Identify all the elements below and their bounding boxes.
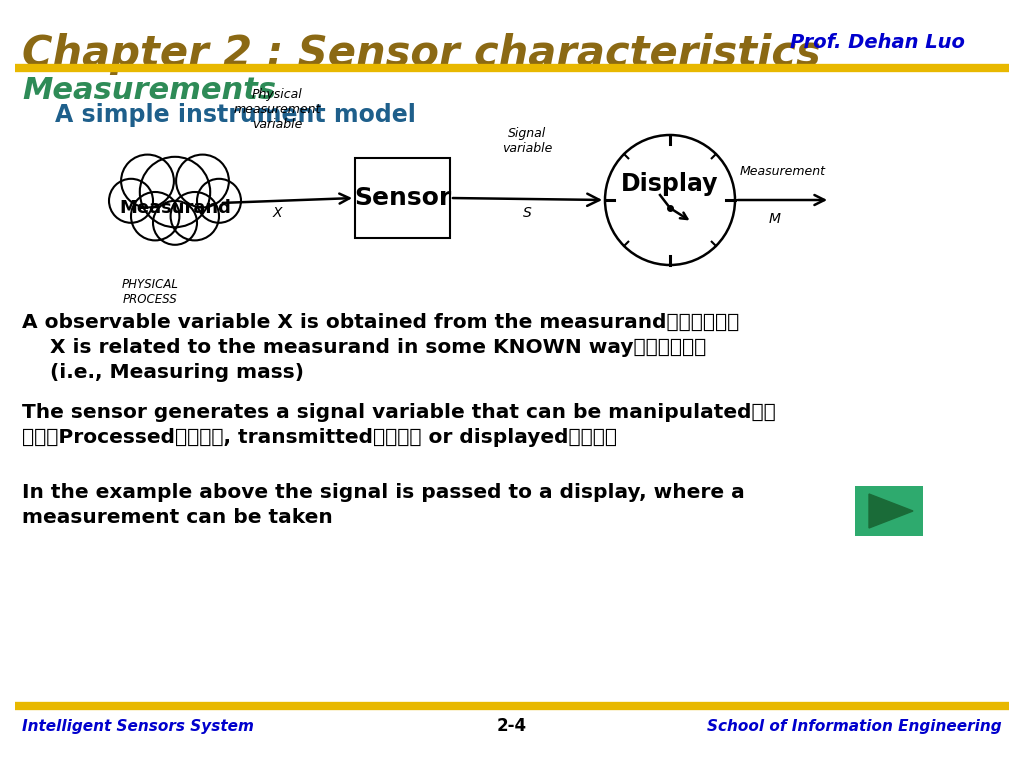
Text: Intelligent Sensors System: Intelligent Sensors System — [22, 719, 254, 733]
Text: Sensor: Sensor — [354, 186, 452, 210]
Text: Prof. Dehan Luo: Prof. Dehan Luo — [790, 33, 965, 52]
Text: A simple instrument model: A simple instrument model — [55, 103, 416, 127]
Circle shape — [171, 192, 219, 240]
Text: PHYSICAL
PROCESS: PHYSICAL PROCESS — [122, 278, 178, 306]
Text: Chapter 2 : Sensor characteristics: Chapter 2 : Sensor characteristics — [22, 33, 821, 75]
Text: Physical
measurement
variable: Physical measurement variable — [233, 88, 322, 131]
Circle shape — [121, 154, 174, 207]
Text: 2-4: 2-4 — [497, 717, 527, 735]
FancyBboxPatch shape — [855, 486, 923, 536]
Text: A observable variable X is obtained from the measurand（被测对象）
    X is related to: A observable variable X is obtained from… — [22, 313, 739, 382]
Text: School of Information Engineering: School of Information Engineering — [708, 719, 1002, 733]
Text: In the example above the signal is passed to a display, where a
measurement can : In the example above the signal is passe… — [22, 483, 744, 527]
Circle shape — [176, 154, 229, 207]
Circle shape — [605, 135, 735, 265]
Circle shape — [140, 157, 210, 227]
Polygon shape — [869, 494, 913, 528]
Text: The sensor generates a signal variable that can be manipulated（操
纵）：Processed（处理: The sensor generates a signal variable t… — [22, 403, 776, 447]
Circle shape — [131, 192, 179, 240]
Text: Measurements: Measurements — [22, 76, 276, 105]
Text: S: S — [523, 206, 531, 220]
Text: Display: Display — [622, 172, 719, 196]
Circle shape — [197, 179, 241, 223]
Text: X: X — [272, 206, 283, 220]
Text: Measurement: Measurement — [740, 165, 826, 178]
FancyBboxPatch shape — [355, 158, 450, 238]
Text: Measurand: Measurand — [119, 199, 231, 217]
Text: M: M — [769, 212, 781, 226]
Text: Signal
variable: Signal variable — [503, 127, 553, 155]
Circle shape — [153, 200, 197, 245]
Circle shape — [109, 179, 153, 223]
